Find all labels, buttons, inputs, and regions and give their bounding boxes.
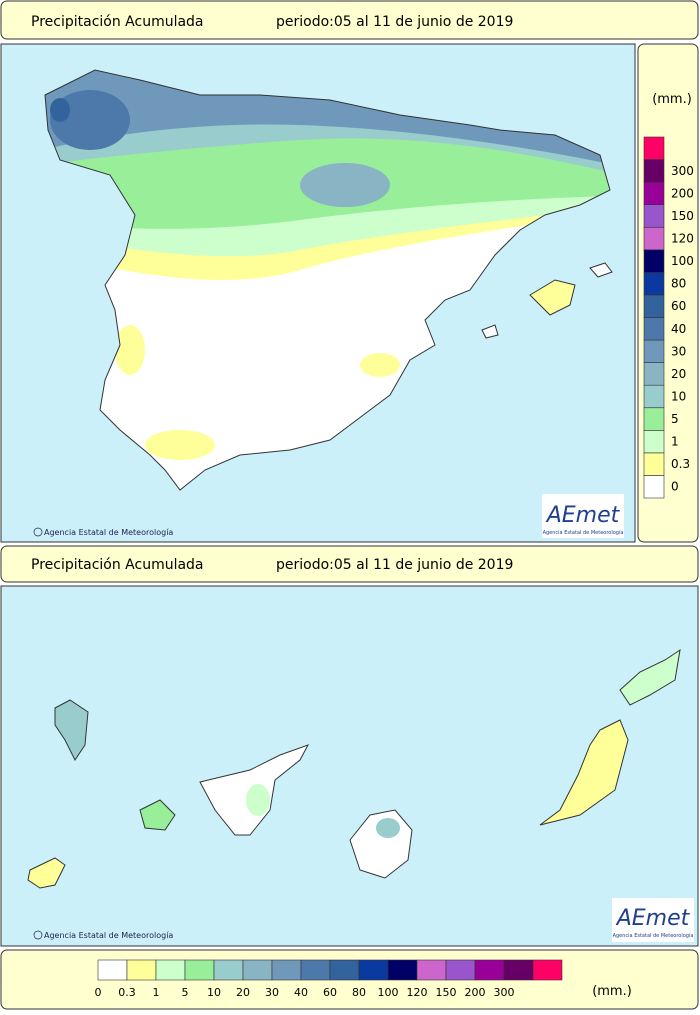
credit: Agencia Estatal de Meteorología [44, 931, 173, 940]
legend-swatch [184, 959, 215, 981]
legend-unit: (mm.) [652, 92, 692, 107]
legend-swatch [643, 362, 665, 386]
legend-label: 5 [182, 986, 189, 999]
legend-swatch [503, 959, 534, 981]
logo: AEmet Agencia Estatal de Meteorología [542, 494, 624, 538]
legend-swatch [445, 959, 476, 981]
legend-label: 60 [671, 299, 686, 313]
legend-swatch [643, 272, 665, 296]
legend-label: 10 [671, 389, 686, 403]
legend-swatch [532, 959, 563, 981]
legend-label: 5 [671, 412, 679, 426]
legend-swatch [300, 959, 331, 981]
header-period: periodo:05 al 11 de junio de 2019 [276, 557, 513, 573]
legend-label: 100 [378, 986, 399, 999]
legend-swatch [643, 249, 665, 273]
legend-swatch [271, 959, 302, 981]
legend-swatch [643, 339, 665, 363]
legend-swatch [474, 959, 505, 981]
logo-name: AEmet [615, 906, 691, 931]
legend-swatch [242, 959, 273, 981]
legend-label: 1 [671, 435, 679, 449]
header-period: periodo:05 al 11 de junio de 2019 [276, 14, 513, 30]
legend-label: 120 [407, 986, 428, 999]
legend-label: 120 [671, 232, 694, 246]
legend-swatch [155, 959, 186, 981]
legend-label: 0.3 [118, 986, 136, 999]
legend-swatch [213, 959, 244, 981]
legend-label: 100 [671, 254, 694, 268]
legend-label: 300 [494, 986, 515, 999]
legend-swatch [643, 159, 665, 183]
legend-label: 40 [294, 986, 308, 999]
legend-swatch [643, 317, 665, 341]
legend-label: 40 [671, 322, 686, 336]
legend-swatch [643, 452, 665, 476]
legend-swatch [329, 959, 360, 981]
legend-label: 30 [671, 344, 686, 358]
legend-label: 1 [153, 986, 160, 999]
credit: Agencia Estatal de Meteorología [44, 528, 173, 537]
legend-swatch [97, 959, 128, 981]
legend-label: 300 [671, 164, 694, 178]
legend-swatch [643, 407, 665, 431]
header-bar [0, 545, 699, 583]
legend-swatch [643, 384, 665, 409]
legend-swatch [387, 959, 418, 981]
legend-label: 80 [671, 277, 686, 291]
legend-unit: (mm.) [592, 984, 632, 999]
header-title: Precipitación Acumulada [31, 557, 204, 573]
legend-label: 10 [207, 986, 221, 999]
legend-label: 80 [352, 986, 366, 999]
legend-swatch [643, 181, 665, 205]
legend-swatch [643, 430, 665, 454]
legend-swatch [126, 959, 157, 981]
legend-label: 200 [465, 986, 486, 999]
logo-name: AEmet [545, 503, 621, 528]
legend-label: 0.3 [671, 457, 690, 471]
islands [27, 648, 681, 889]
logo: AEmet Agencia Estatal de Meteorología [612, 898, 694, 942]
logo-subtitle: Agencia Estatal de Meteorología [543, 529, 624, 536]
logo-subtitle: Agencia Estatal de Meteorología [613, 932, 694, 939]
legend-swatch [358, 959, 389, 981]
legend-label: 20 [236, 986, 250, 999]
header-title: Precipitación Acumulada [31, 14, 204, 30]
header-bar [0, 0, 699, 40]
legend-label: 150 [671, 209, 694, 223]
legend-swatch [416, 959, 447, 981]
legend-label: 30 [265, 986, 279, 999]
legend-swatch [643, 136, 665, 160]
legend-label: 200 [671, 186, 694, 200]
legend-label: 0 [671, 480, 679, 494]
legend-label: 60 [323, 986, 337, 999]
legend-swatch [643, 294, 665, 318]
legend-swatch [643, 475, 665, 499]
legend-swatch [643, 226, 665, 251]
legend-label: 0 [95, 986, 102, 999]
legend-swatch [643, 204, 665, 228]
legend-label: 20 [671, 367, 686, 381]
legend-label: 150 [436, 986, 457, 999]
